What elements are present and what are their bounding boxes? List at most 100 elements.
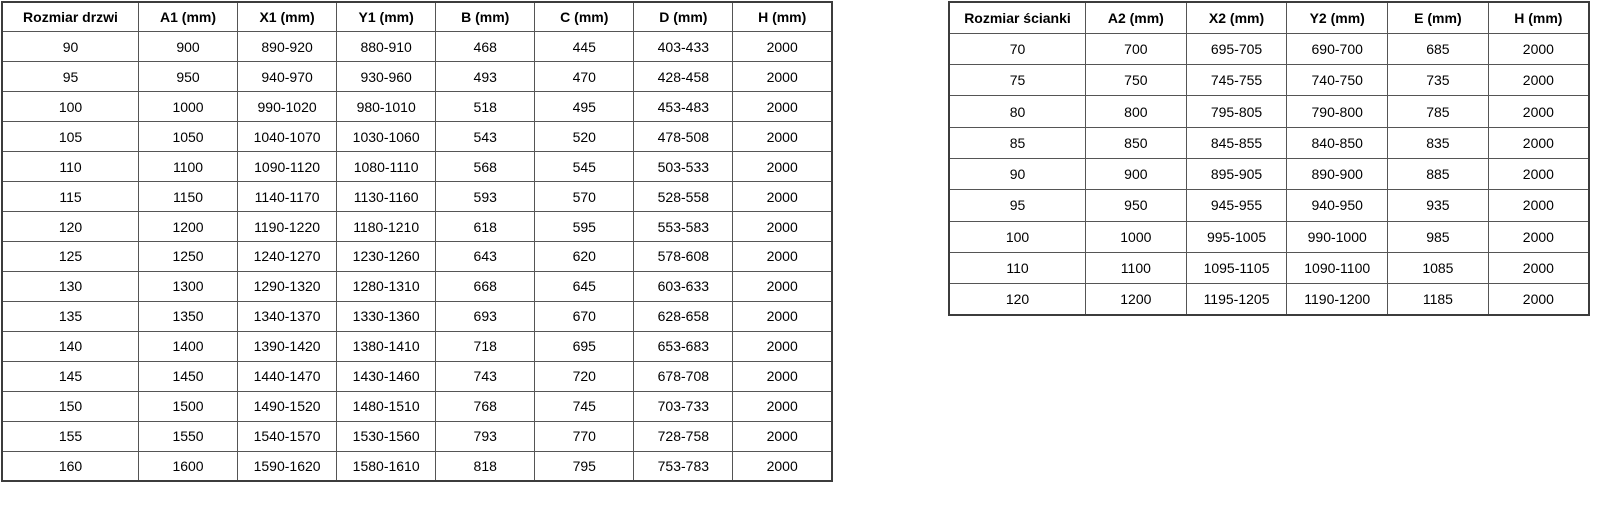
table-cell: 1195-1205: [1185, 283, 1288, 316]
table-row: 120 1200 1195-1205 1190-1200 1185 2000: [948, 283, 1590, 316]
table-cell: 160: [1, 450, 139, 482]
table-cell: 945-955: [1185, 189, 1288, 222]
table-cell: 90: [948, 157, 1086, 191]
table-cell: 980-1010: [336, 91, 437, 123]
column-header: Rozmiar ścianki: [948, 1, 1086, 34]
table-cell: 695: [534, 330, 635, 362]
table-cell: 75: [948, 64, 1086, 97]
table-cell: 850: [1085, 126, 1187, 159]
table-cell: 603-633: [633, 270, 734, 302]
table-cell: 690-700: [1286, 32, 1389, 66]
table-row: 140 1400 1390-1420 1380-1410 718 695 653-683 20…: [1, 330, 833, 362]
header-row: Rozmiar drzwi A1 (mm) X1 (mm) Y1 (mm) B (mm)…: [1, 1, 833, 33]
table-cell: 890-900: [1286, 157, 1389, 191]
table-cell: 135: [1, 300, 139, 332]
table-cell: 100: [1, 91, 139, 123]
table-cell: 2000: [1487, 126, 1590, 159]
table-cell: 1185: [1387, 283, 1489, 316]
table-cell: 2000: [732, 300, 833, 332]
table-cell: 790-800: [1286, 95, 1389, 128]
table-cell: 620: [534, 241, 635, 272]
table-cell: 578-608: [633, 241, 734, 272]
table-cell: 1190-1220: [237, 211, 338, 242]
table-cell: 2000: [1487, 64, 1590, 97]
table-row: 95 950 940-970 930-960 493 470 428-458 2000: [1, 61, 833, 93]
table-cell: 900: [137, 31, 239, 63]
table-cell: 1250: [137, 241, 239, 272]
table-cell: 785: [1387, 95, 1489, 128]
table-cell: 120: [948, 283, 1086, 316]
table-cell: 2000: [732, 121, 833, 153]
table-cell: 653-683: [633, 330, 734, 362]
table-cell: 890-920: [237, 31, 338, 63]
table-cell: 1330-1360: [336, 300, 437, 332]
table-cell: 1480-1510: [336, 390, 437, 422]
table-row: 160 1600 1590-1620 1580-1610 818 795 753-783 20…: [1, 450, 833, 482]
column-header: H (mm): [732, 1, 833, 33]
table-cell: 818: [435, 450, 536, 482]
table-row: 90 900 890-920 880-910 468 445 403-433 2000: [1, 31, 833, 63]
table-cell: 120: [1, 211, 139, 242]
table-cell: 125: [1, 241, 139, 272]
table-cell: 685: [1387, 32, 1489, 66]
table-cell: 1090-1100: [1286, 251, 1389, 285]
table-cell: 740-750: [1286, 64, 1389, 97]
table-cell: 2000: [1487, 220, 1590, 253]
table-cell: 935: [1387, 189, 1489, 222]
table-row: 80 800 795-805 790-800 785 2000: [948, 95, 1590, 128]
table-cell: 545: [534, 151, 635, 183]
table-cell: 495: [534, 91, 635, 123]
table-cell: 570: [534, 181, 635, 213]
table-cell: 1190-1200: [1286, 283, 1389, 316]
table-cell: 990-1000: [1286, 220, 1389, 253]
table-cell: 110: [948, 251, 1086, 285]
table-cell: 900: [1085, 157, 1187, 191]
table-cell: 670: [534, 300, 635, 332]
table-cell: 95: [1, 61, 139, 93]
table-cell: 503-533: [633, 151, 734, 183]
table-cell: 2000: [732, 181, 833, 213]
table-cell: 693: [435, 300, 536, 332]
table-cell: 835: [1387, 126, 1489, 159]
table-cell: 2000: [732, 360, 833, 392]
table-cell: 1230-1260: [336, 241, 437, 272]
table-cell: 453-483: [633, 91, 734, 123]
table-cell: 1290-1320: [237, 270, 338, 302]
table-cell: 668: [435, 270, 536, 302]
table-cell: 735: [1387, 64, 1489, 97]
table-cell: 130: [1, 270, 139, 302]
table-cell: 1100: [1085, 251, 1187, 285]
table-cell: 2000: [732, 61, 833, 93]
table-row: 130 1300 1290-1320 1280-1310 668 645 603-633 20…: [1, 270, 833, 302]
table-cell: 2000: [732, 270, 833, 302]
table-cell: 1085: [1387, 251, 1489, 285]
table-cell: 85: [948, 126, 1086, 159]
table-cell: 1390-1420: [237, 330, 338, 362]
table-cell: 1280-1310: [336, 270, 437, 302]
table-cell: 1130-1160: [336, 181, 437, 213]
table-cell: 1500: [137, 390, 239, 422]
table-cell: 1140-1170: [237, 181, 338, 213]
table-cell: 1090-1120: [237, 151, 338, 183]
table-cell: 2000: [732, 241, 833, 272]
table-cell: 795-805: [1185, 95, 1288, 128]
table-cell: 1040-1070: [237, 121, 338, 153]
table-row: 100 1000 995-1005 990-1000 985 2000: [948, 220, 1590, 253]
table-cell: 543: [435, 121, 536, 153]
table-cell: 1240-1270: [237, 241, 338, 272]
table-cell: 1300: [137, 270, 239, 302]
table-cell: 2000: [732, 450, 833, 482]
table-cell: 940-950: [1286, 189, 1389, 222]
table-cell: 1490-1520: [237, 390, 338, 422]
column-header: Y2 (mm): [1286, 1, 1389, 34]
table-cell: 595: [534, 211, 635, 242]
table-cell: 1580-1610: [336, 450, 437, 482]
table-cell: 1180-1210: [336, 211, 437, 242]
table-cell: 950: [1085, 189, 1187, 222]
door-dimensions-table: Rozmiar drzwi A1 (mm) X1 (mm) Y1 (mm) B (mm)…: [1, 1, 833, 482]
table-cell: 750: [1085, 64, 1187, 97]
table-cell: 753-783: [633, 450, 734, 482]
table-cell: 1400: [137, 330, 239, 362]
table-cell: 1450: [137, 360, 239, 392]
table-cell: 2000: [732, 211, 833, 242]
